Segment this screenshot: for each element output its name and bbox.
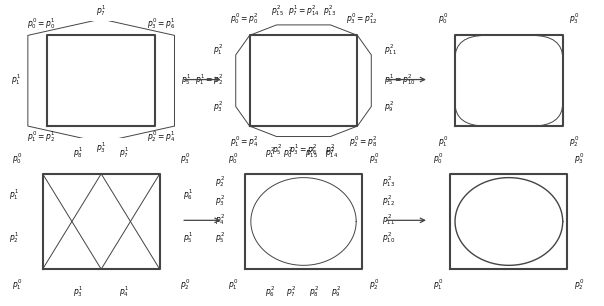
Text: $p^0_0$: $p^0_0$ [438, 11, 448, 26]
Text: $p^0_1=p^2_4$: $p^0_1=p^2_4$ [230, 134, 258, 149]
Text: $p^0_2=p^2_8$: $p^0_2=p^2_8$ [349, 134, 378, 149]
Text: $p^0_0$: $p^0_0$ [434, 151, 444, 166]
Text: $p^1_7$: $p^1_7$ [119, 145, 129, 160]
Text: $p^2_6$: $p^2_6$ [265, 284, 275, 299]
Text: $p^1_4$: $p^1_4$ [119, 284, 129, 299]
Text: $p^0_3$: $p^0_3$ [574, 151, 584, 166]
Text: $p^2_{12}$: $p^2_{12}$ [382, 193, 395, 208]
Text: $p^0_1$: $p^0_1$ [434, 277, 444, 292]
Text: $p^2_5$: $p^2_5$ [272, 142, 283, 157]
Text: $p^1_3$: $p^1_3$ [96, 140, 106, 155]
Text: $p^0_2=p^1_4$: $p^0_2=p^1_4$ [147, 129, 175, 144]
Text: $p^0_2$: $p^0_2$ [180, 277, 190, 292]
Text: $p^1_7=p^2_{14}$: $p^1_7=p^2_{14}$ [288, 3, 320, 18]
Text: $p^2_9$: $p^2_9$ [384, 99, 394, 114]
Text: $p^2_{11}$: $p^2_{11}$ [382, 212, 395, 227]
Text: $p^1_5$: $p^1_5$ [181, 72, 191, 87]
Text: $p^2_0$: $p^2_0$ [283, 145, 293, 160]
Text: $p^1_1$: $p^1_1$ [10, 187, 19, 202]
Text: $p^0_3=p^1_6$: $p^0_3=p^1_6$ [147, 17, 175, 31]
Text: $p^2_9$: $p^2_9$ [331, 284, 341, 299]
Text: $p^0_2$: $p^0_2$ [368, 277, 379, 292]
Text: $p^0_1$: $p^0_1$ [12, 277, 22, 292]
Text: $p^2_8$: $p^2_8$ [309, 284, 320, 299]
Text: $p^2_4$: $p^2_4$ [215, 212, 225, 227]
Text: $p^1_6$: $p^1_6$ [183, 187, 193, 202]
Text: $p^1_3=p^2_6$: $p^1_3=p^2_6$ [289, 142, 318, 157]
Text: $p^2_7$: $p^2_7$ [324, 142, 335, 157]
Text: $p^0_0$: $p^0_0$ [228, 151, 239, 166]
Text: $p^0_1$: $p^0_1$ [438, 134, 448, 149]
Text: $p^0_3=p^2_{12}$: $p^0_3=p^2_{12}$ [346, 11, 378, 26]
Text: $p^0_1$: $p^0_1$ [228, 277, 239, 292]
Text: $p^0_2$: $p^0_2$ [574, 277, 584, 292]
Text: $p^2_3$: $p^2_3$ [215, 193, 225, 208]
Text: $p^1_5$: $p^1_5$ [183, 230, 193, 245]
Text: $p^0_1=p^1_2$: $p^0_1=p^1_2$ [27, 129, 56, 144]
Text: $p^2_{15}$: $p^2_{15}$ [304, 145, 318, 160]
Text: $p^1_3$: $p^1_3$ [73, 284, 83, 299]
Text: $p^2_{13}$: $p^2_{13}$ [323, 3, 336, 18]
Text: $p^1_2$: $p^1_2$ [10, 230, 19, 245]
Text: $p^2_{15}$: $p^2_{15}$ [271, 3, 284, 18]
Text: $p^1_5=p^2_{10}$: $p^1_5=p^2_{10}$ [384, 72, 415, 87]
Text: $p^0_3$: $p^0_3$ [180, 151, 190, 166]
Text: $p^1_8$: $p^1_8$ [73, 145, 83, 160]
Text: $p^0_0=p^1_0$: $p^0_0=p^1_0$ [27, 17, 56, 31]
Text: $p^2_5$: $p^2_5$ [215, 230, 225, 245]
Text: $p^1_7$: $p^1_7$ [96, 3, 106, 18]
Text: $p^0_0$: $p^0_0$ [12, 151, 22, 166]
Text: $p^2_3$: $p^2_3$ [213, 99, 223, 114]
Text: $p^2_1$: $p^2_1$ [213, 42, 223, 57]
Text: $p^2_2$: $p^2_2$ [215, 174, 225, 189]
Text: $p^2_7$: $p^2_7$ [286, 284, 297, 299]
Text: $p^0_0=p^2_0$: $p^0_0=p^2_0$ [230, 11, 258, 26]
Text: $p^1_1=p^2_2$: $p^1_1=p^2_2$ [195, 72, 223, 87]
Text: $p^2_{11}$: $p^2_{11}$ [384, 42, 397, 57]
Text: $p^0_2$: $p^0_2$ [570, 134, 580, 149]
Text: $p^1_1$: $p^1_1$ [11, 72, 21, 87]
Text: $p^0_3$: $p^0_3$ [570, 11, 580, 26]
Text: $p^0_3$: $p^0_3$ [368, 151, 379, 166]
Text: $p^2_{10}$: $p^2_{10}$ [382, 230, 396, 245]
Text: $p^2_{14}$: $p^2_{14}$ [324, 145, 338, 160]
Text: $p^2_{13}$: $p^2_{13}$ [382, 174, 396, 189]
Text: $p^2_1$: $p^2_1$ [265, 145, 275, 160]
